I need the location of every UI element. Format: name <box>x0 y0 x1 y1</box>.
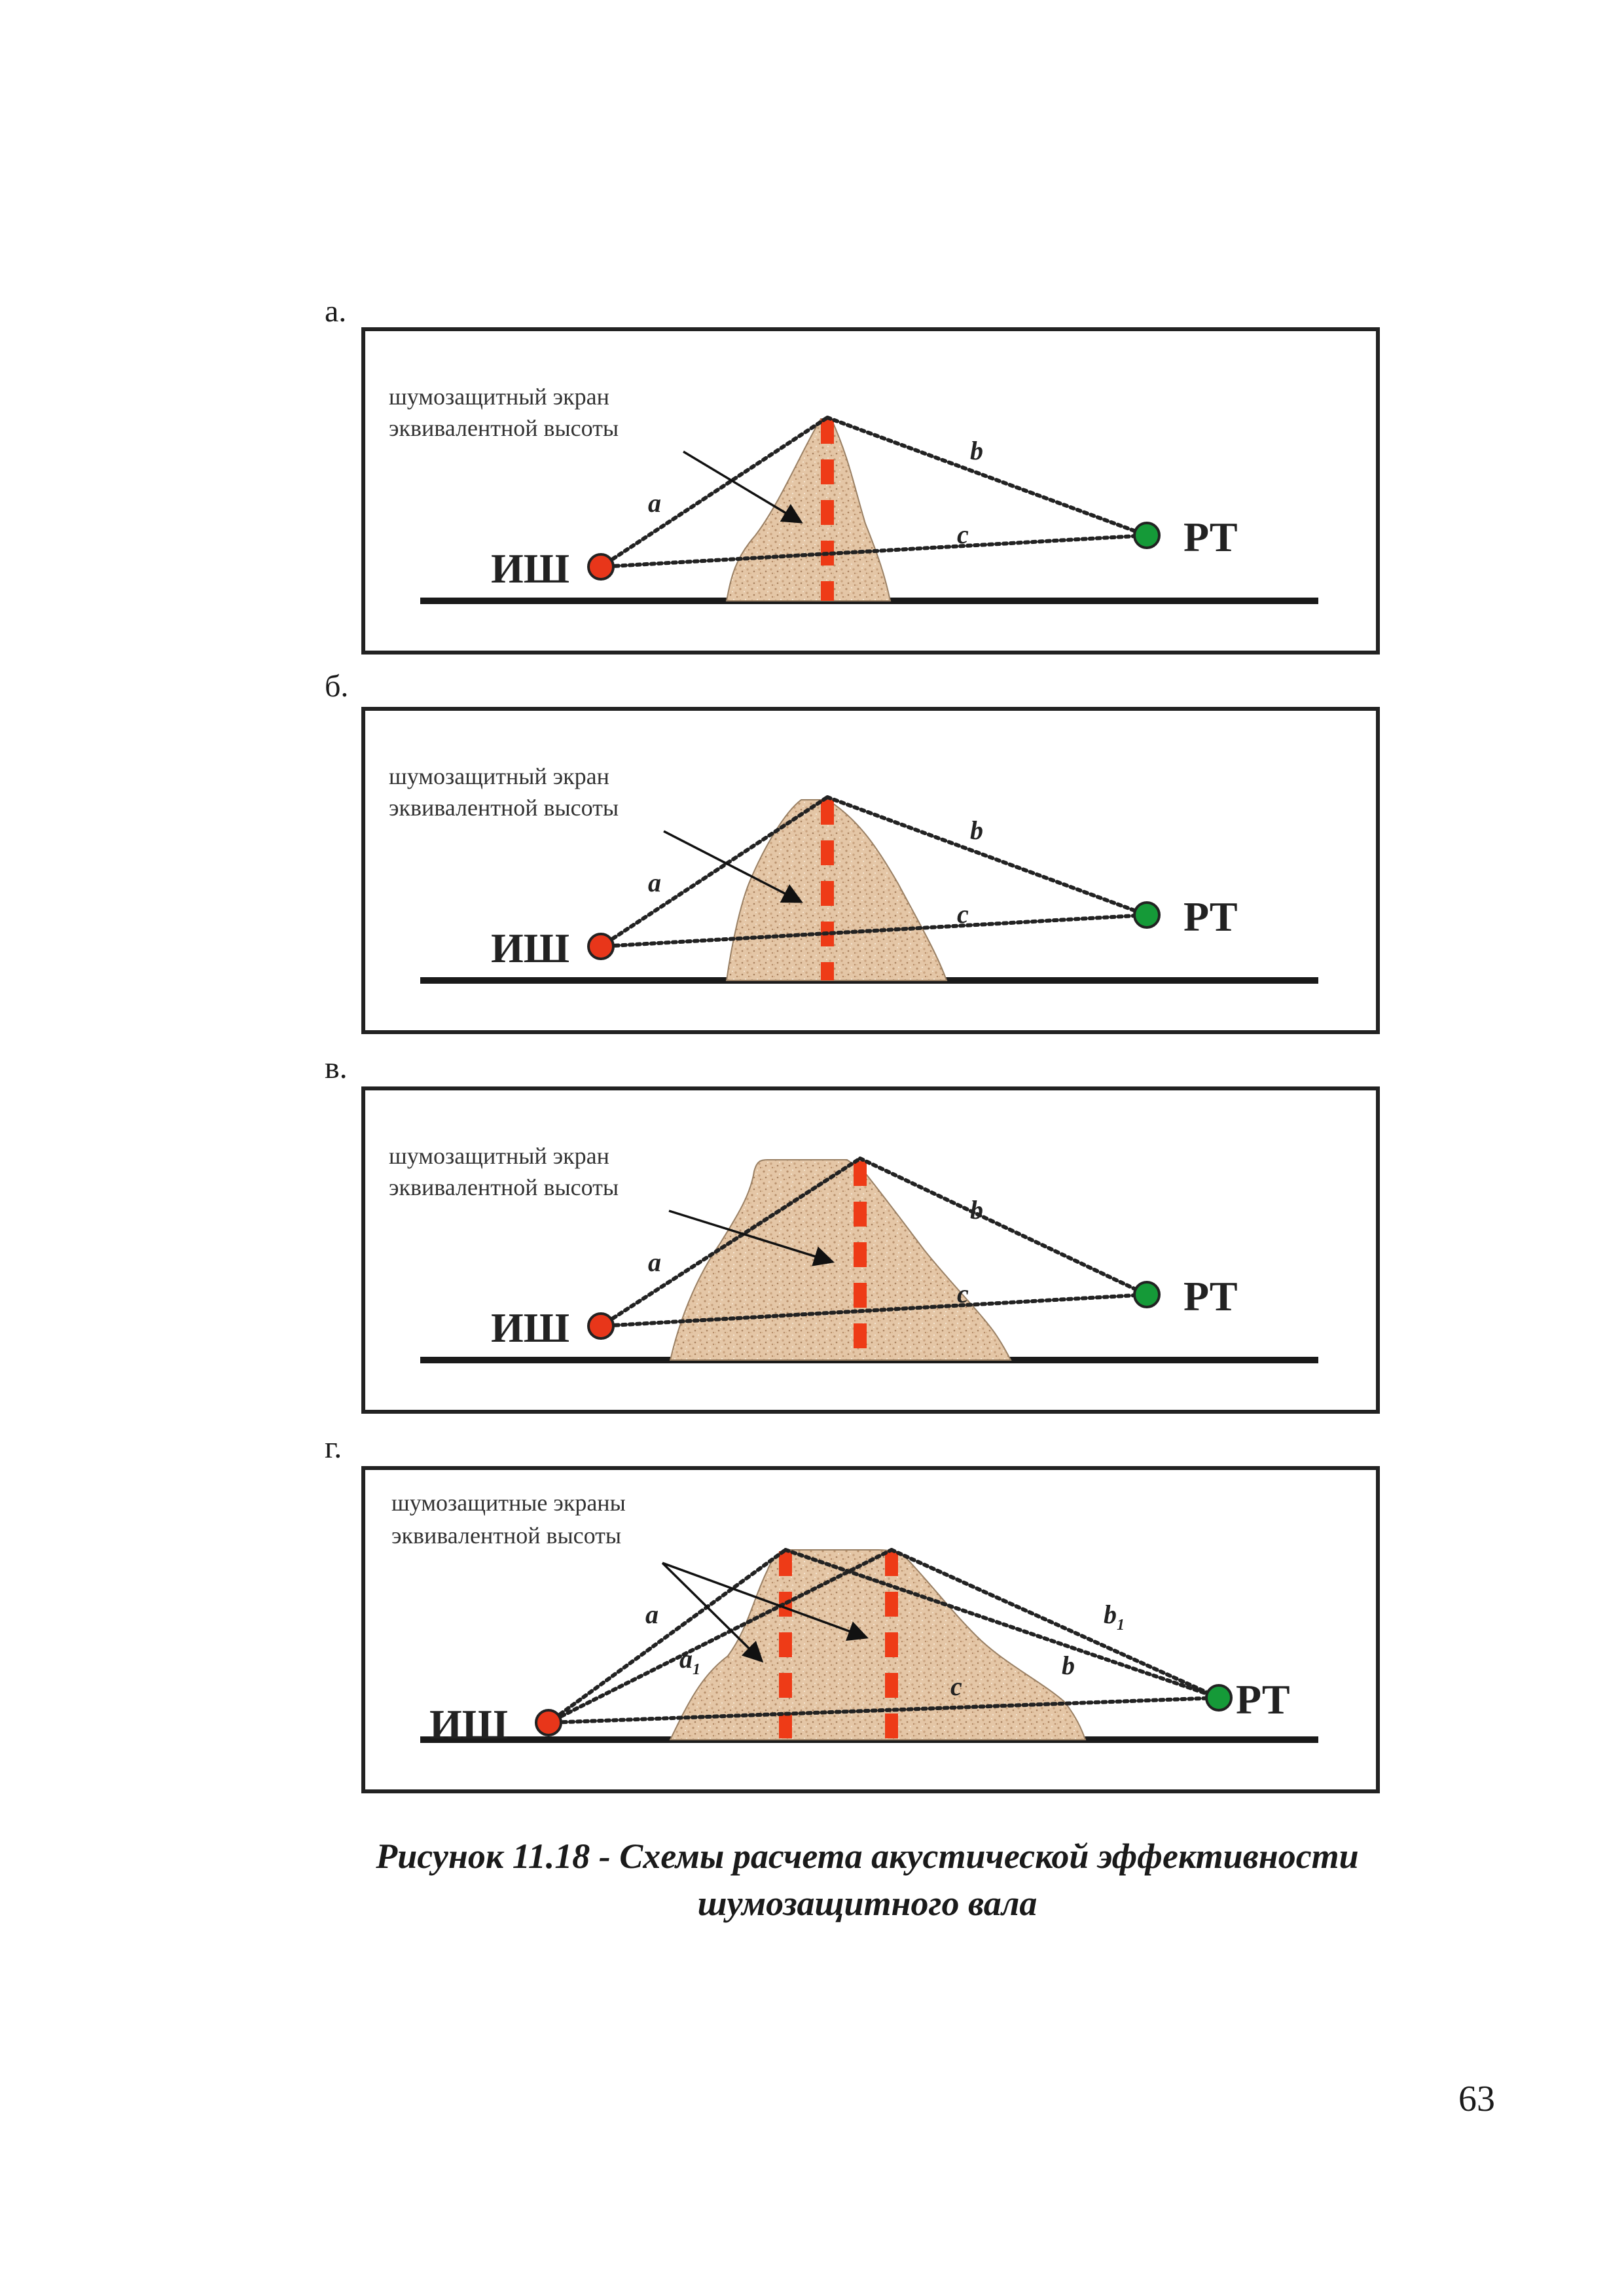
ray-a1-letter: a <box>679 1644 693 1674</box>
ray-a <box>599 795 829 948</box>
receiver-point-label: РТ <box>1183 893 1238 940</box>
noise-source-label: ИШ <box>491 925 569 971</box>
note-line-1: шумозащитный экран <box>389 1143 609 1169</box>
ray-c <box>599 1293 1149 1328</box>
ray-b1-letter: b <box>1104 1600 1117 1629</box>
panel-g-letter: г. <box>325 1430 342 1465</box>
ray-b <box>825 795 1149 917</box>
panel-a-letter: а. <box>325 294 347 329</box>
ray-b1-subscript: 1 <box>1117 1617 1125 1634</box>
ray-c <box>599 913 1149 948</box>
note-line-2: эквивалентной высоты <box>389 1174 619 1200</box>
figure-caption: Рисунок 11.18 - Схемы расчета акустическ… <box>0 1833 1624 1927</box>
panel-a-diagram: шумозащитный экран эквивалентной высоты … <box>361 327 1380 655</box>
receiver-point-label: РТ <box>1183 514 1238 560</box>
panel-v-letter: в. <box>325 1050 348 1085</box>
receiver-point-marker <box>1205 1684 1233 1712</box>
receiver-point-marker <box>1133 901 1161 929</box>
ray-b1 <box>784 1548 1221 1700</box>
noise-source-label: ИШ <box>491 545 569 592</box>
pointer-arrow-1 <box>661 1562 764 1663</box>
panel-g-diagram: шумозащитные экраны эквивалентной высоты… <box>361 1466 1380 1793</box>
note-line-2: эквивалентной высоты <box>389 415 619 441</box>
noise-source-marker <box>587 933 615 960</box>
ray-c <box>547 1696 1221 1725</box>
receiver-point-marker <box>1133 522 1161 549</box>
ray-a <box>547 1548 787 1725</box>
ray-c-label: c <box>950 1672 962 1701</box>
ray-c-label: c <box>957 1279 969 1308</box>
ray-a <box>599 1157 862 1328</box>
caption-line-2: шумозащитного вала <box>697 1884 1038 1923</box>
receiver-point-label: РТ <box>1236 1676 1290 1723</box>
ray-c-label: c <box>957 520 969 549</box>
noise-source-marker <box>535 1709 562 1736</box>
pointer-arrow <box>668 1210 835 1266</box>
pointer-arrow-2 <box>662 1562 869 1641</box>
page-number: 63 <box>1458 2079 1495 2119</box>
ray-b-label: b <box>970 436 983 465</box>
noise-source-label: ИШ <box>491 1304 569 1351</box>
pointer-arrow <box>683 450 803 524</box>
noise-source-marker <box>587 1312 615 1340</box>
receiver-point-marker <box>1133 1281 1161 1308</box>
ray-a1-subscript: 1 <box>693 1661 700 1678</box>
ray-a-label: a <box>648 1247 661 1277</box>
ray-c <box>599 533 1149 569</box>
note-line-1: шумозащитные экраны <box>391 1490 626 1516</box>
panel-b-letter: б. <box>325 669 349 704</box>
ray-a-label: a <box>648 868 661 897</box>
receiver-point-label: РТ <box>1183 1273 1238 1319</box>
pointer-arrow <box>663 830 803 903</box>
ray-c-label: c <box>957 899 969 929</box>
ray-b-label: b <box>970 816 983 845</box>
ray-b-label: b <box>970 1195 983 1225</box>
ray-a <box>599 416 829 569</box>
panel-v-diagram: шумозащитный экран эквивалентной высоты … <box>361 1086 1380 1414</box>
ray-b <box>890 1548 1221 1700</box>
note-line-2: эквивалентной высоты <box>389 795 619 821</box>
ray-a-label: a <box>645 1600 659 1629</box>
ray-a-label: a <box>648 488 661 518</box>
note-line-2: эквивалентной высоты <box>391 1522 621 1549</box>
ray-b <box>825 416 1149 537</box>
panel-b-diagram: шумозащитный экран эквивалентной высоты … <box>361 707 1380 1034</box>
noise-source-label: ИШ <box>429 1701 508 1748</box>
ray-a1-label: a1 <box>679 1644 700 1678</box>
ray-b <box>858 1157 1149 1297</box>
ray-b-label: b <box>1062 1651 1075 1680</box>
ray-a1 <box>547 1548 893 1725</box>
note-line-1: шумозащитный экран <box>389 384 609 410</box>
caption-line-1: Рисунок 11.18 - Схемы расчета акустическ… <box>376 1837 1359 1876</box>
ray-b1-label: b1 <box>1104 1600 1125 1634</box>
note-line-1: шумозащитный экран <box>389 763 609 789</box>
noise-source-marker <box>587 553 615 581</box>
